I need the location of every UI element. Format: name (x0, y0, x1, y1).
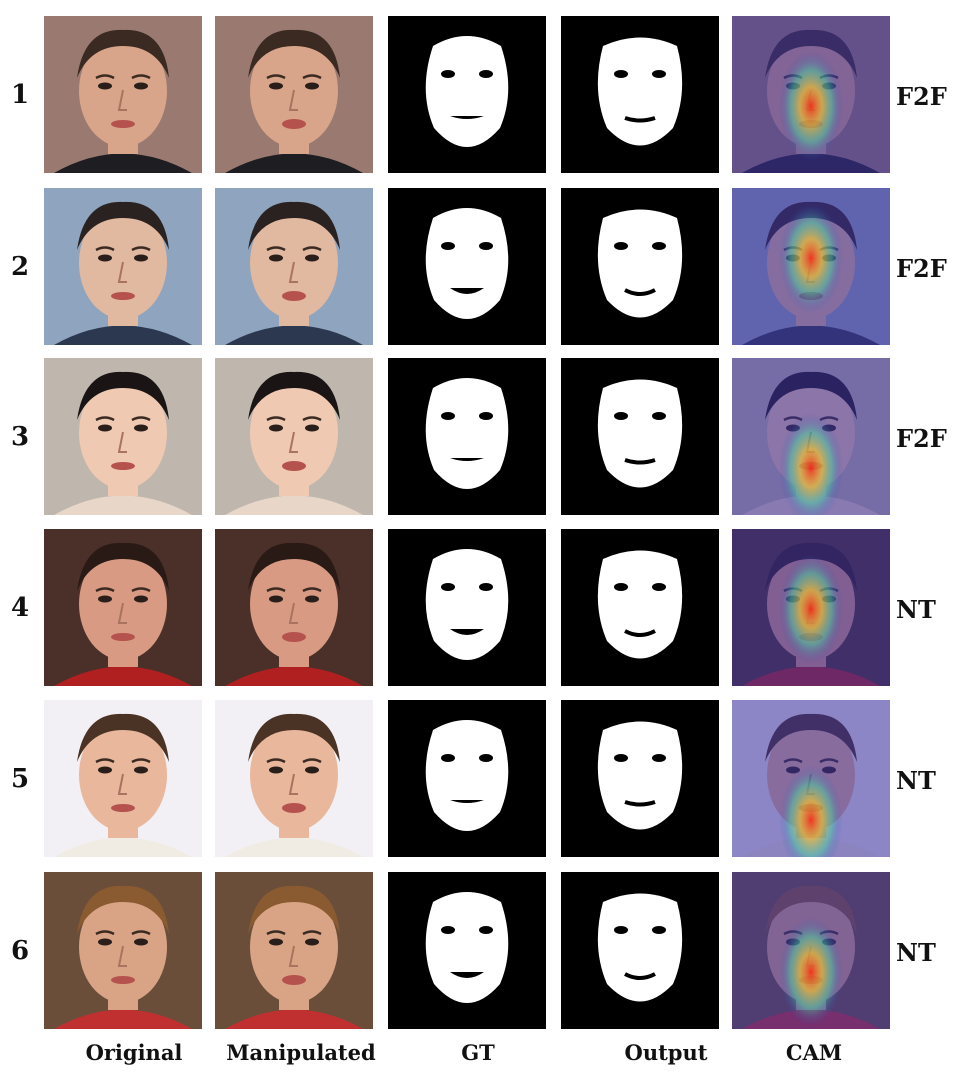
row-number: 3 (10, 422, 30, 452)
output-image (561, 16, 719, 173)
output-image (561, 700, 719, 857)
method-label: F2F (896, 424, 947, 453)
cam-image (732, 529, 890, 686)
cam-image (732, 358, 890, 515)
column-label: Original (85, 1040, 183, 1065)
column-label: GT (461, 1040, 495, 1065)
manipulated-image (215, 529, 373, 686)
gt-image (388, 700, 546, 857)
original-image (44, 700, 202, 857)
row-number: 4 (10, 593, 30, 623)
manipulated-image (215, 358, 373, 515)
column-label: Output (624, 1040, 708, 1065)
method-label: NT (896, 595, 936, 624)
manipulated-image (215, 872, 373, 1029)
manipulated-image (215, 188, 373, 345)
original-image (44, 16, 202, 173)
output-image (561, 358, 719, 515)
row-number: 6 (10, 936, 30, 966)
original-image (44, 529, 202, 686)
gt-image (388, 358, 546, 515)
row-number: 1 (10, 80, 30, 110)
row-number: 2 (10, 252, 30, 282)
gt-image (388, 529, 546, 686)
column-label: CAM (785, 1040, 843, 1065)
output-image (561, 872, 719, 1029)
original-image (44, 188, 202, 345)
method-label: NT (896, 938, 936, 967)
method-label: F2F (896, 82, 947, 111)
cam-image (732, 188, 890, 345)
row-number: 5 (10, 764, 30, 794)
method-label: F2F (896, 254, 947, 283)
manipulated-image (215, 700, 373, 857)
method-label: NT (896, 766, 936, 795)
cam-image (732, 872, 890, 1029)
cam-image (732, 700, 890, 857)
output-image (561, 529, 719, 686)
original-image (44, 358, 202, 515)
gt-image (388, 872, 546, 1029)
output-image (561, 188, 719, 345)
gt-image (388, 188, 546, 345)
manipulated-image (215, 16, 373, 173)
gt-image (388, 16, 546, 173)
cam-image (732, 16, 890, 173)
original-image (44, 872, 202, 1029)
column-label: Manipulated (226, 1040, 376, 1065)
